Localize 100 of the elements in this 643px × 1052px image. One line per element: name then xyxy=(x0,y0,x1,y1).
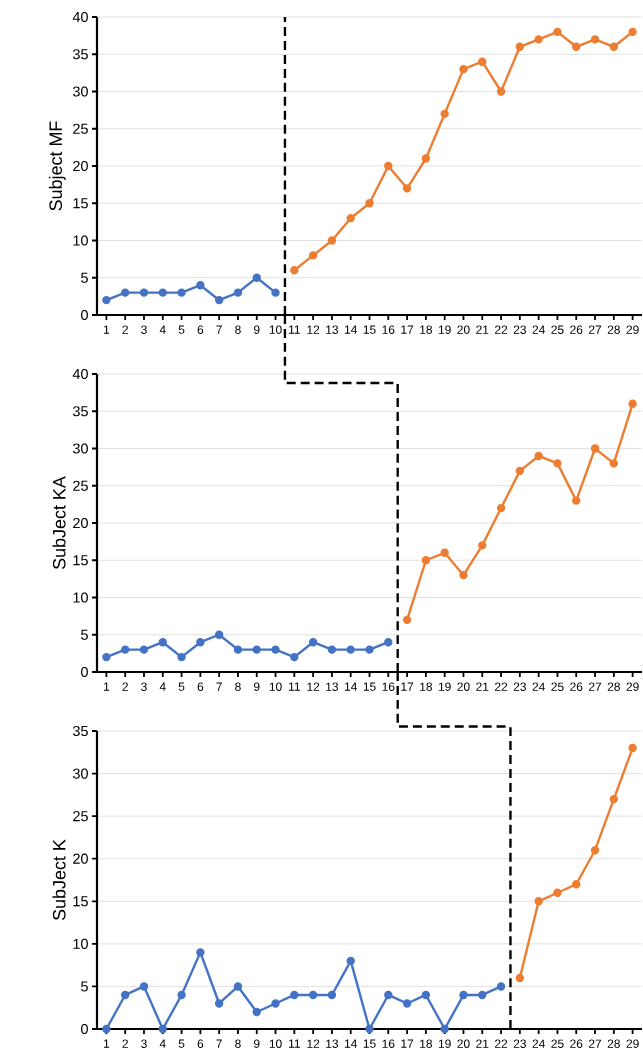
x-tick-label: 16 xyxy=(382,325,395,334)
y-tick-label: 10 xyxy=(73,592,88,603)
x-tick-label: 15 xyxy=(363,325,376,334)
x-tick-label: 3 xyxy=(141,1039,147,1048)
x-tick-label: 26 xyxy=(570,325,583,334)
x-tick-label: 10 xyxy=(269,1039,282,1048)
x-tick-label: 15 xyxy=(363,1039,376,1048)
y-tick-label: 15 xyxy=(73,555,88,566)
x-tick-label: 16 xyxy=(382,682,395,691)
x-tick-label: 20 xyxy=(457,325,470,334)
y-tick-label: 10 xyxy=(73,235,88,246)
y-tick-label: 30 xyxy=(72,443,88,454)
x-tick-label: 1 xyxy=(103,1039,110,1048)
y-tick-label: 10 xyxy=(73,938,88,949)
x-tick-label: 2 xyxy=(122,325,128,334)
x-tick-label: 1 xyxy=(103,682,110,691)
x-tick-label: 17 xyxy=(401,682,414,691)
y-tick-label: 35 xyxy=(72,725,88,737)
x-tick-label: 23 xyxy=(513,682,526,691)
y-tick-label: 35 xyxy=(72,406,88,417)
x-tick-label: 29 xyxy=(626,1039,639,1048)
x-tick-label: 27 xyxy=(588,1039,602,1048)
x-tick-label: 5 xyxy=(178,1039,185,1048)
x-tick-label: 11 xyxy=(289,682,300,691)
x-tick-label: 3 xyxy=(141,682,147,691)
x-tick-label: 22 xyxy=(495,682,508,691)
x-tick-label: 29 xyxy=(626,325,639,334)
x-tick-label: 20 xyxy=(457,682,470,691)
y-axis-title: SubJect K xyxy=(52,839,66,921)
y-axis-title: Subject MF xyxy=(48,121,66,211)
x-tick-label: 12 xyxy=(307,325,320,334)
x-tick-label: 21 xyxy=(476,682,489,691)
x-tick-label: 5 xyxy=(178,325,185,334)
x-tick-label: 13 xyxy=(326,682,339,691)
x-tick-label: 9 xyxy=(253,682,260,691)
x-tick-label: 7 xyxy=(216,1039,222,1048)
y-tick-label: 0 xyxy=(81,309,88,321)
x-tick-label: 24 xyxy=(532,325,545,334)
x-tick-label: 11 xyxy=(289,1039,300,1048)
x-tick-label: 10 xyxy=(269,682,282,691)
x-tick-label: 5 xyxy=(178,682,185,691)
y-tick-label: 30 xyxy=(72,86,88,97)
x-tick-label: 6 xyxy=(197,682,204,691)
x-tick-label: 20 xyxy=(457,1039,470,1048)
x-tick-label: 19 xyxy=(438,1039,451,1048)
x-tick-label: 23 xyxy=(513,1039,526,1048)
y-tick-label: 25 xyxy=(73,123,88,134)
x-tick-label: 25 xyxy=(551,682,564,691)
x-tick-label: 28 xyxy=(607,682,620,691)
x-tick-label: 2 xyxy=(122,682,128,691)
y-tick-label: 20 xyxy=(73,160,88,172)
x-tick-label: 12 xyxy=(307,682,320,691)
x-tick-label: 27 xyxy=(588,325,602,334)
x-tick-label: 8 xyxy=(235,682,241,691)
x-tick-label: 21 xyxy=(476,325,489,334)
x-tick-label: 14 xyxy=(344,1039,357,1048)
x-tick-label: 6 xyxy=(197,325,204,334)
x-tick-label: 1 xyxy=(103,325,110,334)
x-tick-label: 18 xyxy=(420,325,433,334)
x-tick-label: 8 xyxy=(235,1039,241,1048)
y-tick-label: 15 xyxy=(73,198,88,209)
y-tick-label: 30 xyxy=(72,768,88,779)
x-tick-label: 7 xyxy=(216,325,222,334)
y-tick-label: 35 xyxy=(72,49,88,60)
x-tick-label: 26 xyxy=(570,1039,583,1048)
y-tick-label: 5 xyxy=(81,629,88,640)
x-tick-label: 6 xyxy=(197,1039,204,1048)
y-axis-title: SubJect KA xyxy=(52,476,66,570)
x-tick-label: 25 xyxy=(551,1039,564,1048)
x-tick-label: 23 xyxy=(513,325,526,334)
x-tick-label: 27 xyxy=(588,682,602,691)
y-tick-label: 40 xyxy=(72,11,88,23)
x-tick-label: 4 xyxy=(159,325,166,334)
y-tick-label: 25 xyxy=(73,811,88,822)
x-tick-label: 14 xyxy=(344,682,357,691)
x-tick-label: 10 xyxy=(269,325,282,334)
x-tick-label: 8 xyxy=(235,325,241,334)
x-tick-label: 24 xyxy=(532,1039,545,1048)
y-tick-label: 5 xyxy=(81,272,88,283)
y-tick-label: 5 xyxy=(81,981,88,992)
x-tick-label: 19 xyxy=(438,325,451,334)
x-tick-label: 13 xyxy=(326,325,339,334)
x-tick-label: 16 xyxy=(382,1039,395,1048)
x-tick-label: 14 xyxy=(344,325,357,334)
x-tick-label: 3 xyxy=(141,325,147,334)
x-tick-label: 28 xyxy=(607,1039,620,1048)
x-tick-label: 26 xyxy=(570,682,583,691)
y-tick-label: 15 xyxy=(73,896,88,907)
x-tick-label: 25 xyxy=(551,325,564,334)
x-tick-label: 9 xyxy=(253,1039,260,1048)
x-tick-label: 24 xyxy=(532,682,545,691)
y-tick-label: 0 xyxy=(81,1023,88,1035)
x-tick-label: 18 xyxy=(420,682,433,691)
x-tick-label: 15 xyxy=(363,682,376,691)
x-tick-label: 7 xyxy=(216,682,222,691)
x-tick-label: 13 xyxy=(326,1039,339,1048)
x-tick-label: 11 xyxy=(289,325,300,334)
x-tick-label: 9 xyxy=(253,325,260,334)
x-tick-label: 17 xyxy=(401,1039,414,1048)
y-tick-label: 40 xyxy=(72,368,88,380)
